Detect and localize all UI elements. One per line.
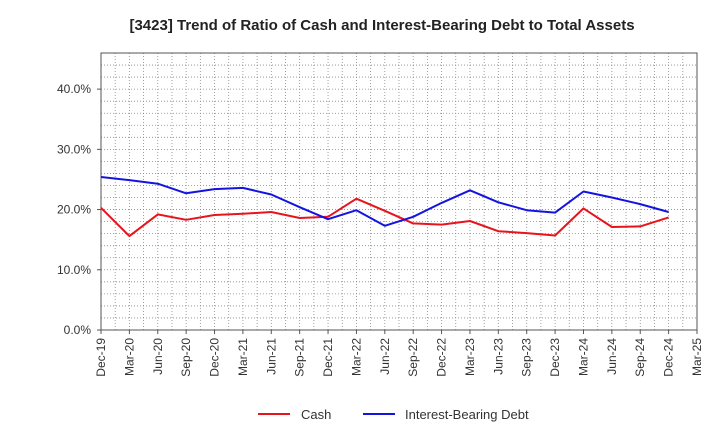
x-tick-label: Dec-24 <box>662 338 676 377</box>
x-tick-label: Mar-24 <box>576 338 590 376</box>
x-tick-label: Dec-22 <box>435 338 449 377</box>
y-tick-label: 30.0% <box>57 142 91 156</box>
legend: Cash Interest-Bearing Debt <box>258 407 529 422</box>
series-line-cash <box>100 197 669 238</box>
x-tick-label: Dec-21 <box>321 338 335 377</box>
x-tick-label: Sep-21 <box>293 338 307 377</box>
x-tick-label: Sep-23 <box>520 338 534 377</box>
series-layer <box>100 176 669 238</box>
x-tick-label: Mar-21 <box>236 338 250 376</box>
x-tick-label: Dec-23 <box>548 338 562 377</box>
y-tick-label: 0.0% <box>64 323 92 337</box>
x-tick-label: Jun-22 <box>378 338 392 375</box>
series-line-interest-bearing-debt <box>100 176 669 227</box>
x-tick-label: Jun-21 <box>264 338 278 375</box>
chart-title: [3423] Trend of Ratio of Cash and Intere… <box>129 17 634 34</box>
x-tick-label: Dec-19 <box>94 338 108 377</box>
grid <box>101 53 697 330</box>
x-tick-label: Sep-22 <box>406 338 420 377</box>
axes: 0.0% 10.0% 20.0% 30.0% 40.0% Dec-19 Mar-20 Jun-… <box>57 52 704 377</box>
x-tick-label: Mar-25 <box>690 338 704 376</box>
y-tick-label: 20.0% <box>57 203 91 217</box>
plot-frame <box>100 52 698 331</box>
y-tick-label: 10.0% <box>57 263 91 277</box>
y-tick-label: 40.0% <box>57 82 91 96</box>
x-tick-label: Mar-22 <box>349 338 363 376</box>
x-tick-label: Sep-20 <box>179 338 193 377</box>
legend-label: Cash <box>301 407 331 422</box>
x-tick-label: Mar-23 <box>463 338 477 376</box>
x-tick-label: Sep-24 <box>633 338 647 377</box>
legend-label: Interest-Bearing Debt <box>405 407 529 422</box>
x-tick-label: Jun-24 <box>605 338 619 375</box>
x-tick-label: Mar-20 <box>122 338 136 376</box>
x-tick-label: Jun-20 <box>151 338 165 375</box>
x-tick-label: Dec-20 <box>208 338 222 377</box>
x-tick-label: Jun-23 <box>491 338 505 375</box>
